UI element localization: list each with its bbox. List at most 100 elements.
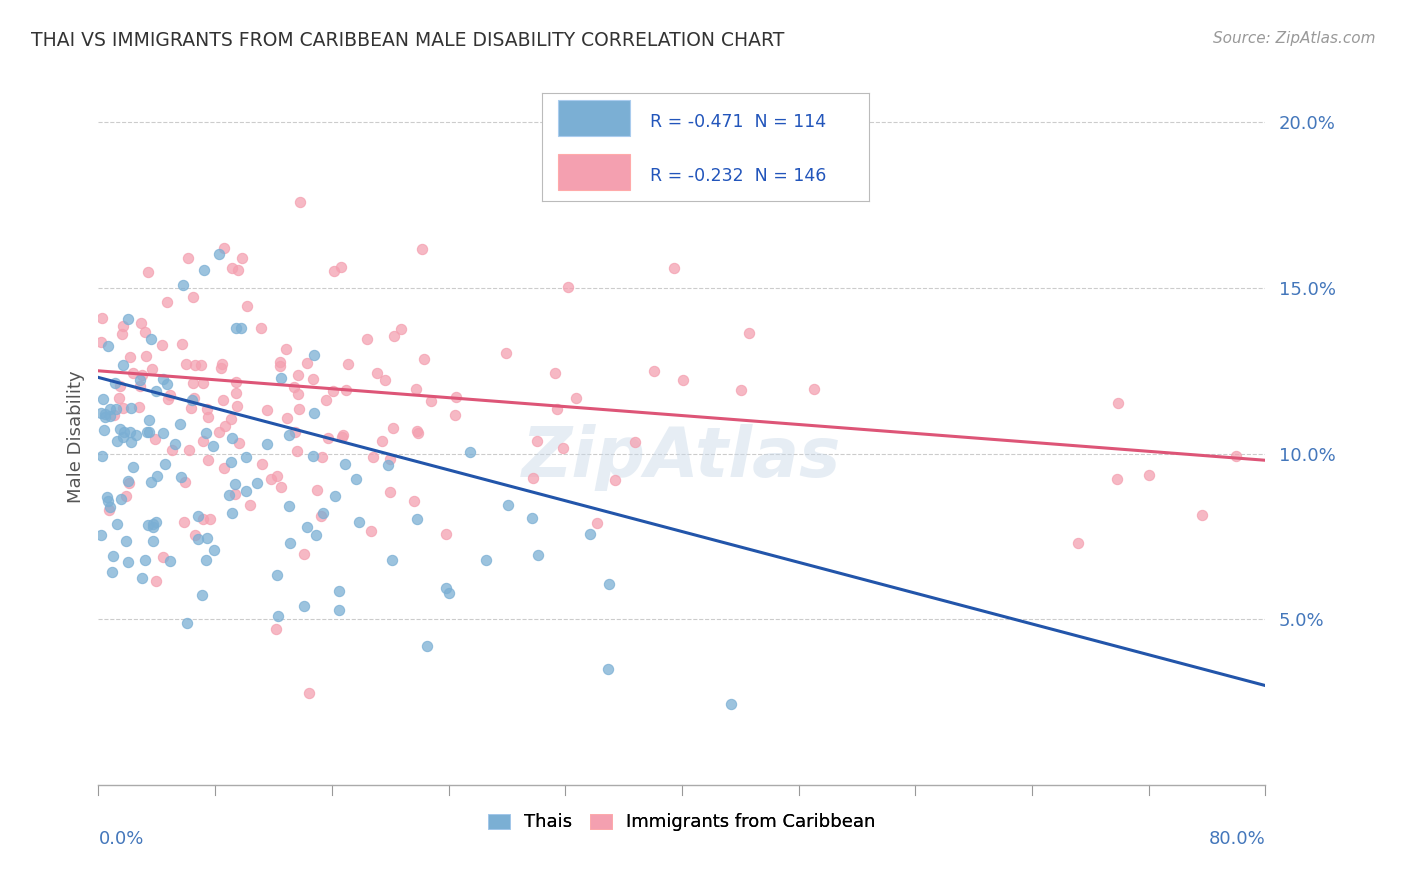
Immigrants from Caribbean — [214, 460, 236, 475]
Thais — [195, 552, 218, 566]
Immigrants from Caribbean — [738, 326, 761, 341]
Immigrants from Caribbean — [356, 332, 378, 346]
Immigrants from Caribbean — [565, 391, 588, 405]
Thais — [110, 492, 132, 507]
Immigrants from Caribbean — [128, 379, 150, 393]
Thais — [434, 581, 457, 595]
Thais — [218, 488, 240, 502]
Immigrants from Caribbean — [177, 251, 200, 265]
Thais — [170, 470, 193, 484]
Immigrants from Caribbean — [128, 401, 150, 415]
Thais — [138, 425, 160, 439]
Immigrants from Caribbean — [406, 426, 429, 441]
Immigrants from Caribbean — [208, 425, 231, 439]
Immigrants from Caribbean — [131, 368, 153, 383]
Thais — [344, 472, 367, 486]
Text: 0.0%: 0.0% — [98, 830, 143, 848]
Immigrants from Caribbean — [224, 486, 246, 500]
Thais — [195, 531, 218, 545]
Immigrants from Caribbean — [198, 512, 221, 526]
Immigrants from Caribbean — [181, 376, 204, 391]
Immigrants from Caribbean — [1137, 467, 1160, 482]
Thais — [270, 370, 292, 384]
Immigrants from Caribbean — [316, 432, 339, 446]
Thais — [125, 427, 148, 442]
Immigrants from Caribbean — [402, 494, 425, 508]
Immigrants from Caribbean — [162, 442, 184, 457]
Thais — [142, 534, 165, 549]
Immigrants from Caribbean — [287, 387, 309, 401]
Immigrants from Caribbean — [284, 425, 307, 439]
Thais — [90, 528, 112, 542]
Thais — [187, 533, 209, 547]
Immigrants from Caribbean — [664, 260, 686, 275]
Immigrants from Caribbean — [131, 316, 153, 330]
Text: ZipAtlas: ZipAtlas — [522, 425, 842, 491]
Thais — [117, 474, 139, 488]
Thais — [266, 568, 288, 582]
Immigrants from Caribbean — [225, 385, 247, 400]
Immigrants from Caribbean — [382, 421, 405, 435]
Immigrants from Caribbean — [141, 361, 163, 376]
Immigrants from Caribbean — [405, 382, 427, 396]
Thais — [201, 439, 224, 453]
Thais — [328, 602, 350, 616]
Thais — [138, 413, 160, 427]
Immigrants from Caribbean — [730, 383, 752, 397]
Immigrants from Caribbean — [211, 393, 233, 408]
Immigrants from Caribbean — [1067, 536, 1090, 550]
Immigrants from Caribbean — [495, 346, 517, 360]
Immigrants from Caribbean — [557, 279, 579, 293]
Immigrants from Caribbean — [112, 401, 135, 415]
Immigrants from Caribbean — [1191, 508, 1213, 523]
Immigrants from Caribbean — [380, 451, 402, 466]
Immigrants from Caribbean — [1225, 450, 1247, 464]
Immigrants from Caribbean — [177, 443, 200, 458]
Immigrants from Caribbean — [290, 194, 312, 209]
Thais — [142, 520, 165, 534]
Thais — [153, 458, 176, 472]
Immigrants from Caribbean — [371, 434, 394, 448]
Thais — [221, 506, 243, 520]
Immigrants from Caribbean — [315, 393, 337, 408]
Thais — [381, 553, 404, 567]
Immigrants from Caribbean — [269, 355, 291, 369]
Immigrants from Caribbean — [173, 475, 195, 489]
Thais — [93, 423, 115, 437]
Thais — [474, 553, 496, 567]
Immigrants from Caribbean — [336, 357, 359, 371]
Thais — [377, 458, 399, 472]
Immigrants from Caribbean — [156, 294, 179, 309]
Thais — [278, 499, 301, 513]
Thais — [110, 422, 132, 436]
Immigrants from Caribbean — [156, 392, 179, 407]
Thais — [169, 417, 191, 431]
Thais — [187, 508, 209, 523]
Immigrants from Caribbean — [546, 401, 568, 416]
Thais — [98, 409, 121, 423]
Immigrants from Caribbean — [322, 264, 344, 278]
Immigrants from Caribbean — [301, 372, 323, 386]
Thais — [145, 384, 167, 399]
Thais — [98, 401, 121, 416]
Immigrants from Caribbean — [181, 290, 204, 304]
Thais — [91, 392, 114, 407]
Immigrants from Caribbean — [411, 242, 433, 256]
Immigrants from Caribbean — [544, 366, 567, 380]
Immigrants from Caribbean — [214, 241, 236, 255]
Immigrants from Caribbean — [256, 403, 278, 417]
Thais — [176, 615, 198, 630]
Thais — [97, 339, 120, 353]
Thais — [105, 401, 128, 416]
Immigrants from Caribbean — [444, 408, 467, 422]
Immigrants from Caribbean — [120, 350, 142, 364]
Thais — [122, 460, 145, 475]
Text: THAI VS IMMIGRANTS FROM CARIBBEAN MALE DISABILITY CORRELATION CHART: THAI VS IMMIGRANTS FROM CARIBBEAN MALE D… — [31, 31, 785, 50]
Thais — [305, 528, 328, 542]
Immigrants from Caribbean — [380, 484, 402, 499]
Immigrants from Caribbean — [183, 391, 205, 405]
Thais — [101, 566, 124, 580]
Immigrants from Caribbean — [389, 322, 412, 336]
Thais — [112, 359, 135, 373]
Immigrants from Caribbean — [276, 411, 298, 425]
